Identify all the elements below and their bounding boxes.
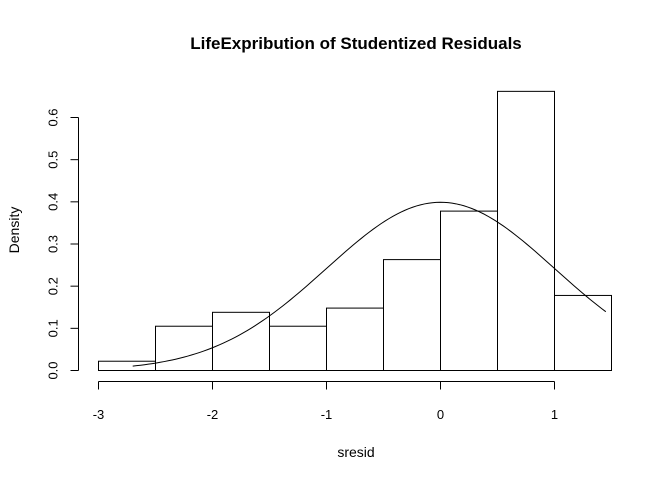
histogram-bar [155,325,213,372]
histogram-bar [440,210,498,371]
x-axis: -3 -2 -1 0 1 [93,381,558,422]
y-tick-label: 0.2 [46,277,61,295]
x-tick-label: 0 [437,407,444,422]
x-tick-label: -2 [207,407,219,422]
normal-density-curve [132,201,607,367]
y-tick-label: 0.5 [46,151,61,169]
chart-title: LifeExpribution of Studentized Residuals [190,34,522,53]
histogram-bar [383,259,441,371]
x-tick-label: -1 [321,407,333,422]
histogram-bar [212,311,270,371]
x-axis-label: sresid [337,444,374,460]
y-tick-label: 0.0 [46,361,61,379]
x-tick-label: -3 [93,407,105,422]
y-tick-label: 0.3 [46,235,61,253]
y-tick-label: 0.6 [46,108,61,126]
histogram-bar [269,325,327,372]
histogram-bar [98,360,156,371]
y-tick-label: 0.1 [46,319,61,337]
histogram-bar [554,294,612,371]
x-tick-label: 1 [551,407,558,422]
y-tick-label: 0.4 [46,193,61,211]
histogram-bar [326,307,384,371]
histogram-bars [98,90,612,372]
y-axis: 0.0 0.1 0.2 0.3 0.4 0.5 0.6 [46,108,79,380]
y-axis-label: Density [6,207,22,254]
histogram-bar [497,90,555,372]
